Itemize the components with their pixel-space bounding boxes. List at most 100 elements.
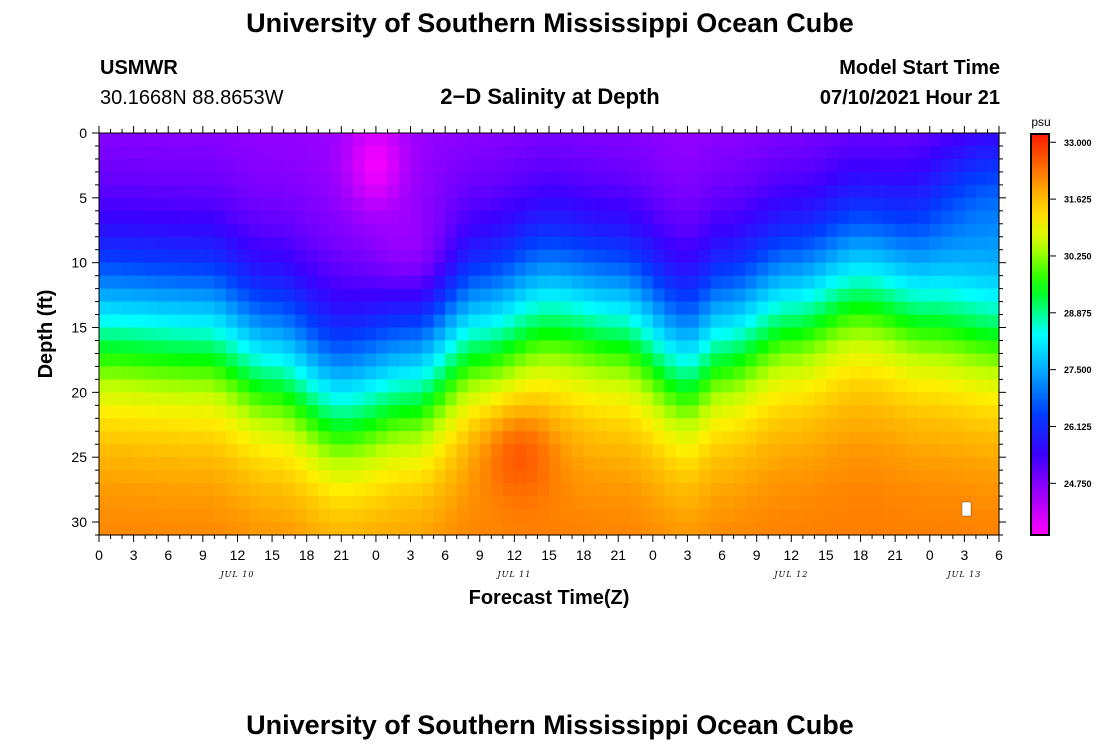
heatmap-cell	[583, 288, 596, 303]
heatmap-cell	[468, 405, 481, 419]
heatmap-cell	[606, 470, 619, 484]
heatmap-cell	[952, 431, 965, 445]
heatmap-cell	[145, 353, 158, 368]
heatmap-cell	[560, 431, 573, 445]
heatmap-cell	[964, 133, 977, 147]
heatmap-cell	[306, 314, 319, 329]
heatmap-cell	[606, 496, 619, 510]
heatmap-cell	[468, 275, 481, 290]
heatmap-cell	[722, 392, 735, 406]
heatmap-cell	[768, 444, 781, 458]
heatmap-cell	[179, 431, 192, 445]
heatmap-cell	[975, 405, 989, 419]
heatmap-cell	[514, 483, 527, 497]
heatmap-cell	[445, 457, 458, 471]
heatmap-cell	[837, 431, 850, 445]
heatmap-cell	[410, 210, 423, 225]
heatmap-cell	[375, 392, 389, 406]
heatmap-cell	[906, 457, 919, 471]
heatmap-cell	[168, 314, 181, 329]
heatmap-cell	[306, 366, 319, 380]
heatmap-cell	[618, 418, 631, 432]
heatmap-cell	[837, 457, 850, 471]
heatmap-cell	[133, 288, 146, 303]
heatmap-cell	[133, 405, 146, 419]
heatmap-cell	[629, 431, 642, 445]
heatmap-cell	[306, 457, 319, 471]
heatmap-cell	[814, 158, 827, 173]
data-marker	[961, 501, 972, 517]
heatmap-cell	[699, 366, 712, 380]
heatmap-cell	[225, 210, 239, 225]
heatmap-cell	[641, 327, 654, 342]
heatmap-cell	[525, 158, 539, 173]
heatmap-cell	[710, 353, 723, 368]
heatmap-cell	[791, 197, 804, 212]
heatmap-cell	[895, 210, 908, 225]
heatmap-cell	[468, 418, 481, 432]
heatmap-cell	[110, 366, 123, 380]
heatmap-cell	[341, 210, 354, 225]
heatmap-cell	[883, 184, 896, 199]
heatmap-cell	[722, 327, 735, 342]
heatmap-cell	[156, 262, 169, 277]
heatmap-cell	[249, 262, 262, 277]
heatmap-cell	[514, 249, 527, 264]
heatmap-cell	[502, 262, 515, 277]
heatmap-cell	[791, 353, 804, 368]
heatmap-cell	[872, 340, 885, 355]
heatmap-cell	[502, 366, 515, 380]
heatmap-cell	[952, 275, 965, 290]
heatmap-cell	[941, 444, 954, 458]
heatmap-cell	[168, 340, 181, 355]
heatmap-cell	[364, 262, 377, 277]
heatmap-cell	[745, 522, 758, 536]
heatmap-cell	[733, 327, 746, 342]
heatmap-cell	[399, 158, 412, 173]
heatmap-cell	[895, 509, 908, 523]
heatmap-cell	[906, 431, 919, 445]
heatmap-cell	[687, 457, 700, 471]
heatmap-cell	[652, 288, 665, 303]
heatmap-cell	[895, 262, 908, 277]
heatmap-cell	[699, 340, 712, 355]
heatmap-cell	[225, 184, 239, 199]
heatmap-cell	[399, 509, 412, 523]
heatmap-cell	[779, 327, 792, 342]
heatmap-cell	[733, 496, 746, 510]
heatmap-cell	[133, 418, 146, 432]
heatmap-cell	[895, 340, 908, 355]
heatmap-cell	[433, 431, 446, 445]
heatmap-cell	[525, 522, 539, 536]
heatmap-cell	[249, 353, 262, 368]
heatmap-cell	[756, 496, 769, 510]
heatmap-cell	[883, 158, 896, 173]
heatmap-cell	[779, 392, 792, 406]
heatmap-cell	[375, 275, 389, 290]
heatmap-cell	[179, 444, 192, 458]
heatmap-cell	[168, 262, 181, 277]
heatmap-cell	[410, 223, 423, 238]
heatmap-cell	[595, 210, 608, 225]
heatmap-cell	[687, 236, 700, 251]
heatmap-cell	[664, 236, 677, 251]
heatmap-cell	[214, 133, 227, 147]
heatmap-cell	[191, 133, 204, 147]
heatmap-cell	[710, 457, 723, 471]
heatmap-cell	[756, 262, 769, 277]
heatmap-cell	[722, 171, 735, 186]
heatmap-cell	[560, 483, 573, 497]
heatmap-cell	[387, 314, 400, 329]
heatmap-cell	[272, 522, 285, 536]
heatmap-cell	[675, 145, 689, 160]
heatmap-cell	[975, 327, 989, 342]
heatmap-cell	[306, 470, 319, 484]
heatmap-cell	[156, 145, 169, 160]
heatmap-cell	[329, 210, 342, 225]
heatmap-cell	[733, 171, 746, 186]
heatmap-cell	[525, 210, 539, 225]
heatmap-cell	[491, 353, 504, 368]
heatmap-cell	[295, 327, 308, 342]
heatmap-cell	[791, 184, 804, 199]
heatmap-cell	[641, 197, 654, 212]
